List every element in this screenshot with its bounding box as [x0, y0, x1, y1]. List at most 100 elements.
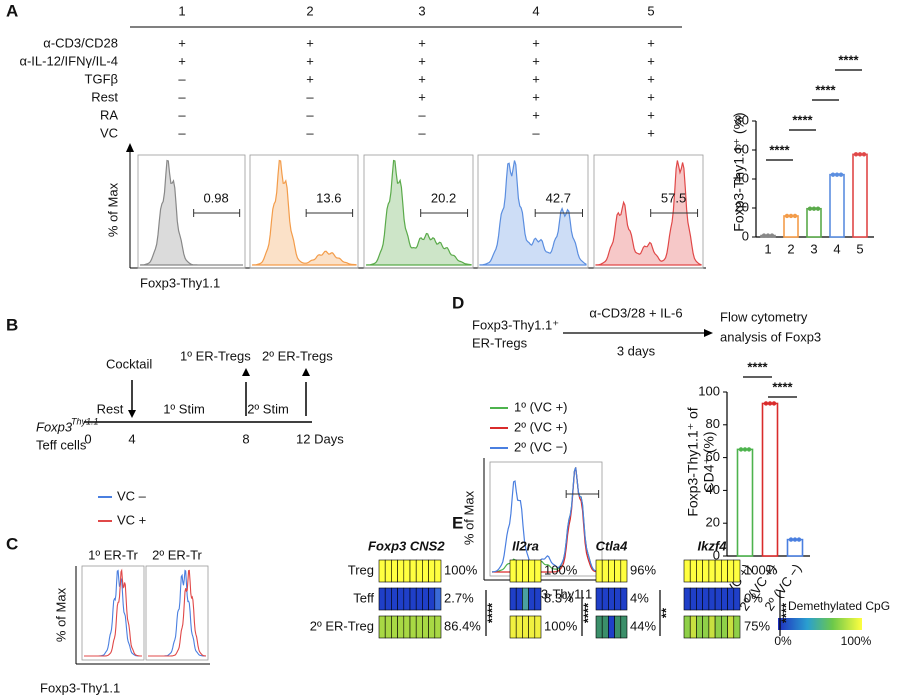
data-point [761, 233, 767, 238]
cpg-cell [378, 559, 386, 583]
percent-label: 4% [630, 590, 649, 605]
cpg-cell [608, 587, 615, 611]
gate-value: 42.7 [546, 190, 571, 205]
cpg-cell [422, 587, 429, 611]
color-scale [778, 618, 862, 630]
significance: **** [769, 142, 790, 157]
cpg-cell [434, 587, 442, 611]
cpg-cell [384, 587, 392, 611]
y-tick-label: 80 [706, 416, 720, 431]
percent-label: 8.3% [544, 590, 574, 605]
legend-tick: 0% [774, 634, 792, 648]
schematic-label: α-CD3/28 + IL-6 [589, 305, 682, 320]
percent-label: 2.7% [444, 590, 474, 605]
data-point [796, 537, 802, 542]
condition-mark: + [178, 35, 186, 50]
y-tick-label: 80 [735, 112, 749, 127]
condition-mark: – [532, 125, 540, 140]
cpg-cell [608, 559, 615, 583]
cpg-cell [727, 587, 735, 611]
histogram-frame [81, 565, 145, 661]
cpg-cell [595, 587, 603, 611]
data-point [769, 233, 775, 238]
column-number: 3 [418, 3, 425, 18]
cpg-cell [509, 559, 517, 583]
cpg-cell [415, 587, 423, 611]
bar [829, 173, 845, 238]
cpg-cell [515, 587, 523, 611]
legend-tick: 100% [841, 634, 872, 648]
cpg-cell [509, 587, 517, 611]
percent-label: 100% [544, 618, 578, 633]
gate-value: 20.2 [431, 190, 456, 205]
cpg-cell [397, 559, 405, 583]
column-number: 2 [306, 3, 313, 18]
data-point [815, 206, 821, 211]
data-point [742, 447, 748, 452]
cpg-cell [702, 587, 710, 611]
day-label: 4 [128, 431, 135, 446]
data-point [807, 206, 813, 211]
condition-mark: – [418, 125, 426, 140]
bar [806, 207, 822, 238]
condition-mark: – [178, 107, 186, 122]
y-axis-label: Foxp3-Thy1.1⁺ of [685, 407, 701, 516]
condition-mark: – [306, 89, 314, 104]
column-number: 4 [532, 3, 539, 18]
histogram [148, 569, 206, 657]
day-label: 0 [84, 431, 91, 446]
condition-mark: + [418, 53, 426, 68]
condition-mark: – [178, 71, 186, 86]
significance: **** [815, 82, 836, 97]
cpg-cell [522, 559, 529, 583]
y-tick-label: 60 [706, 449, 720, 464]
arrow [302, 368, 310, 376]
cpg-cell [708, 559, 716, 583]
y-tick-label: 40 [735, 170, 749, 185]
condition-mark: + [306, 53, 314, 68]
cpg-cell [689, 615, 697, 639]
cpg-cell [403, 587, 411, 611]
cpg-cell [391, 615, 398, 639]
significance: **** [772, 379, 793, 394]
cpg-cell [689, 559, 697, 583]
cpg-cell [409, 615, 417, 639]
condition-mark: – [178, 125, 186, 140]
cpg-cell [378, 615, 386, 639]
percent-label: 100% [544, 562, 578, 577]
cpg-cell [714, 559, 722, 583]
data-point [811, 206, 817, 211]
cpg-cell [391, 587, 398, 611]
cpg-cell [689, 587, 697, 611]
data-point [771, 401, 777, 406]
cpg-cell [422, 615, 429, 639]
cpg-cell [727, 615, 735, 639]
row-label: 2º ER-Treg [310, 618, 374, 633]
schematic-label: ER-Tregs [472, 335, 528, 350]
cpg-cell [595, 559, 603, 583]
gate-value: 0.98 [203, 190, 228, 205]
cpg-cell [683, 559, 691, 583]
histogram [479, 160, 587, 266]
x-tick-label: 2 [787, 241, 794, 256]
legend-title: Demethylated CpG [788, 599, 890, 613]
condition-label: RA [100, 107, 118, 122]
cpg-cell [733, 559, 741, 583]
event-label: Cocktail [106, 356, 152, 371]
histogram-frame [489, 461, 603, 577]
legend-label: 2º (VC −) [514, 439, 568, 454]
condition-mark: + [532, 71, 540, 86]
significance: **** [747, 359, 768, 374]
data-point [792, 537, 798, 542]
cpg-cell [534, 587, 542, 611]
cpg-cell [702, 615, 710, 639]
y-tick-label: 20 [735, 199, 749, 214]
x-axis-label: Foxp3-Thy1.1 [40, 680, 120, 695]
cpg-cell [702, 559, 710, 583]
cpg-cell [696, 587, 703, 611]
cpg-cell [403, 615, 411, 639]
condition-mark: + [647, 53, 655, 68]
day-label: 8 [242, 431, 249, 446]
y-tick-label: 40 [706, 482, 720, 497]
gene-label: Ikzf4 [698, 538, 728, 553]
